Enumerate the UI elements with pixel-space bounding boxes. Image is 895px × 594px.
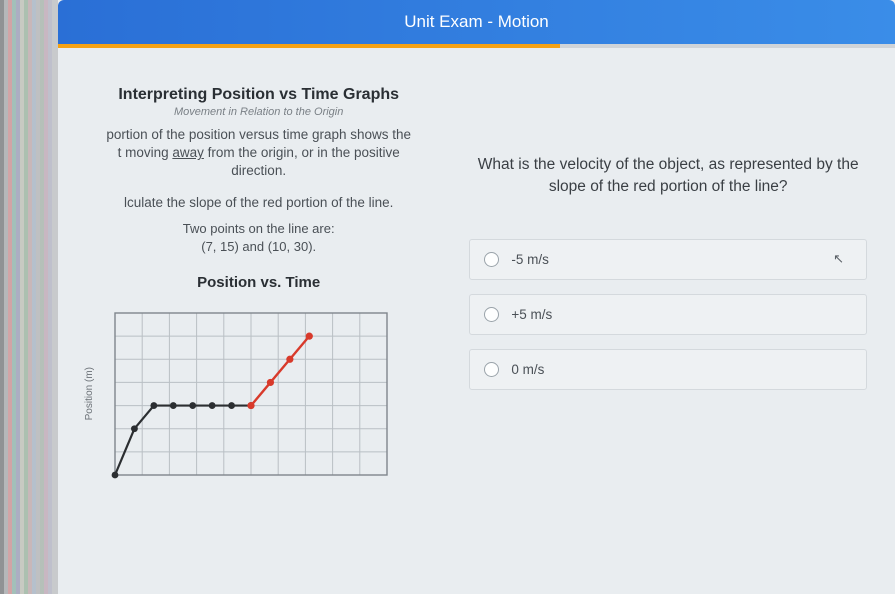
points-block: Two points on the line are: (7, 15) and … (84, 220, 433, 256)
para-text-1: portion of the position versus time grap… (106, 127, 411, 142)
option-label: 0 m/s (511, 362, 544, 377)
points-intro: Two points on the line are: (183, 221, 335, 236)
content-row: Interpreting Position vs Time Graphs Mov… (58, 48, 895, 594)
answer-option-1[interactable]: +5 m/s (469, 294, 867, 335)
answer-option-0[interactable]: -5 m/s ↖ (469, 239, 867, 280)
main-container: Unit Exam - Motion Interpreting Position… (58, 0, 895, 594)
question-text: What is the velocity of the object, as r… (475, 154, 861, 199)
right-pane: What is the velocity of the object, as r… (451, 48, 895, 594)
lesson-paragraph: portion of the position versus time grap… (84, 126, 433, 181)
cursor-icon: ↖ (833, 251, 844, 267)
radio-icon (484, 362, 499, 377)
lesson-title: Interpreting Position vs Time Graphs (84, 86, 433, 104)
para-text-3: direction. (231, 163, 286, 178)
left-pane: Interpreting Position vs Time Graphs Mov… (58, 48, 451, 594)
chart-wrap: Position (m) (84, 299, 433, 489)
para-text-2a: t moving (118, 145, 173, 160)
page-title: Unit Exam - Motion (404, 12, 549, 32)
para-underlined: away (172, 145, 204, 160)
option-label: +5 m/s (511, 307, 552, 322)
option-label: -5 m/s (511, 252, 549, 267)
para-text-2b: from the origin, or in the positive (204, 145, 400, 160)
radio-icon (484, 252, 499, 267)
slope-instruction: lculate the slope of the red portion of … (84, 195, 433, 210)
chart-ylabel: Position (m) (84, 367, 95, 420)
chart-title: Position vs. Time (84, 274, 433, 291)
position-time-chart (101, 299, 401, 489)
decorative-side-strip (0, 0, 58, 594)
points-values: (7, 15) and (10, 30). (201, 239, 316, 254)
radio-icon (484, 307, 499, 322)
lesson-subtitle: Movement in Relation to the Origin (84, 106, 433, 118)
answer-options: -5 m/s ↖ +5 m/s 0 m/s (469, 239, 867, 390)
answer-option-2[interactable]: 0 m/s (469, 349, 867, 390)
header-bar: Unit Exam - Motion (58, 0, 895, 44)
